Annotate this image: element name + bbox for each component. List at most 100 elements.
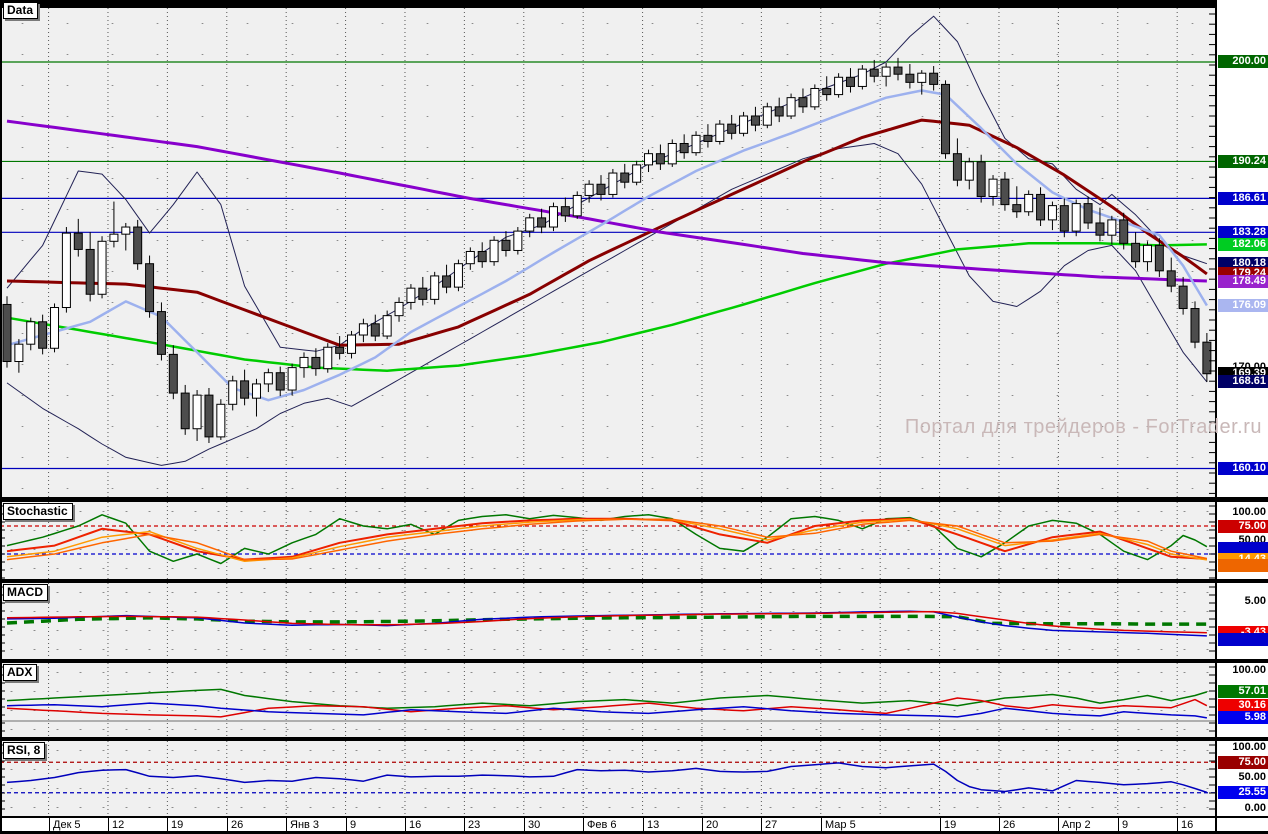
178.49-scale-label: 178.49	[1218, 275, 1268, 288]
rsi-canvas	[0, 741, 1215, 816]
candles-layer	[2, 57, 1212, 444]
date-axis-label: Дек 5	[53, 819, 81, 831]
window-left-border	[0, 8, 2, 831]
stoch-green	[6, 514, 1208, 565]
ma-darkred	[6, 118, 1208, 347]
date-axis-tick	[227, 818, 228, 832]
stochastic-title: Stochastic	[7, 504, 68, 518]
date-axis-label: 19	[171, 819, 184, 831]
0.00-scale-label: 0.00	[1244, 802, 1266, 814]
panel-separator[interactable]	[0, 579, 1268, 583]
30.16-scale-label: 30.16	[1218, 699, 1268, 712]
window-top-border	[0, 0, 1215, 8]
stoch-red	[6, 517, 1207, 561]
date-axis-tick	[761, 818, 762, 832]
186.61-scale-label: 186.61	[1218, 192, 1268, 205]
date-axis-label: Фев 6	[587, 819, 617, 831]
rsi-title-chip[interactable]: RSI, 8	[3, 742, 46, 759]
date-axis-tick	[464, 818, 465, 832]
date-axis-tick	[346, 818, 347, 832]
date-axis-label: Апр 2	[1062, 819, 1091, 831]
date-axis-label: 13	[647, 819, 660, 831]
adx-blue	[6, 702, 1208, 719]
date-axis-tick	[643, 818, 644, 832]
fortrader-watermark: Портал для трейдеров - ForTrader.ru	[904, 416, 1262, 438]
57.01-scale-label: 57.01	[1218, 685, 1268, 698]
date-axis-label: 23	[468, 819, 481, 831]
date-axis-label: Янв 3	[290, 819, 320, 831]
rsi-panel[interactable]	[0, 741, 1215, 816]
ma-green-slow	[6, 242, 1207, 372]
100.00-scale-label: 100.00	[1232, 506, 1266, 518]
panel-separator[interactable]	[0, 497, 1268, 502]
date-axis-tick	[1177, 818, 1178, 832]
date-axis-label: 30	[528, 819, 541, 831]
date-axis-tick	[108, 818, 109, 832]
main-chart-canvas	[0, 8, 1215, 497]
date-axis-tick	[167, 818, 168, 832]
75.00-scale-label: 75.00	[1218, 520, 1268, 533]
macd-red	[6, 610, 1207, 634]
date-axis-label: 19	[944, 819, 957, 831]
adx-title: ADX	[7, 665, 33, 679]
stochastic-panel[interactable]	[0, 502, 1215, 579]
date-axis-tick	[524, 818, 525, 832]
ma-lightblue	[6, 89, 1208, 402]
date-axis-tick	[940, 818, 941, 832]
date-axis-tick	[286, 818, 287, 832]
main-chart-title-chip[interactable]: Data	[3, 2, 39, 19]
date-axis-label: 26	[1003, 819, 1016, 831]
panel-separator[interactable]	[0, 659, 1268, 663]
date-axis-label: 9	[1122, 819, 1129, 831]
macd-canvas	[0, 583, 1215, 659]
date-axis: Дек 5 12 19 26 Янв 3 9 16 23 30 Фев 6 13 20 27 Мар 5 1…	[0, 816, 1268, 833]
176.09-scale-label: 176.09	[1218, 299, 1268, 312]
date-axis-label: 16	[1181, 819, 1194, 831]
date-axis-tick	[999, 818, 1000, 832]
adx-canvas	[0, 663, 1215, 737]
date-axis-label: 20	[706, 819, 719, 831]
date-axis-label: 27	[765, 819, 778, 831]
5.98-scale-label: 5.98	[1218, 711, 1268, 724]
stochastic-title-chip[interactable]: Stochastic	[3, 503, 73, 520]
date-axis-tick	[821, 818, 822, 832]
date-axis-label: 9	[350, 819, 357, 831]
75.00-scale-label: 75.00	[1218, 756, 1268, 769]
date-axis-tick	[49, 818, 50, 832]
100.00-scale-label: 100.00	[1232, 741, 1266, 753]
160.10-scale-label: 160.10	[1218, 462, 1268, 475]
date-axis-tick	[702, 818, 703, 832]
adx-red	[6, 697, 1208, 718]
50.00-scale-label: 50.00	[1238, 771, 1266, 783]
stoch-darkorange	[6, 518, 1208, 561]
macd-panel[interactable]	[0, 583, 1215, 659]
panel-separator[interactable]	[0, 737, 1268, 741]
scale-divider-line	[1215, 0, 1217, 831]
window-bottom-border	[0, 831, 1268, 834]
182.06-scale-label: 182.06	[1218, 238, 1268, 251]
main-price-chart[interactable]	[0, 8, 1215, 497]
date-axis-tick	[583, 818, 584, 832]
marker-scale-label	[1218, 633, 1268, 646]
date-axis-label: Мар 5	[825, 819, 856, 831]
180.18-scale-label: 180.18	[1218, 257, 1268, 270]
200.00-scale-label: 200.00	[1218, 55, 1268, 68]
adx-panel[interactable]	[0, 663, 1215, 737]
macd-title-chip[interactable]: MACD	[3, 584, 48, 601]
date-axis-label: 16	[409, 819, 422, 831]
25.55-scale-label: 25.55	[1218, 786, 1268, 799]
stochastic-canvas	[0, 502, 1215, 579]
168.61-scale-label: 168.61	[1218, 375, 1268, 388]
100.00-scale-label: 100.00	[1232, 664, 1266, 676]
macd-title: MACD	[7, 585, 43, 599]
marker-scale-label	[1218, 542, 1268, 555]
date-axis-label: 26	[231, 819, 244, 831]
marker-scale-label	[1218, 559, 1268, 572]
rsi-title: RSI, 8	[7, 743, 41, 757]
rsi-blue	[6, 762, 1208, 794]
183.28-scale-label: 183.28	[1218, 226, 1268, 239]
adx-title-chip[interactable]: ADX	[3, 664, 38, 681]
5.00-scale-label: 5.00	[1244, 595, 1266, 607]
date-axis-tick	[1118, 818, 1119, 832]
